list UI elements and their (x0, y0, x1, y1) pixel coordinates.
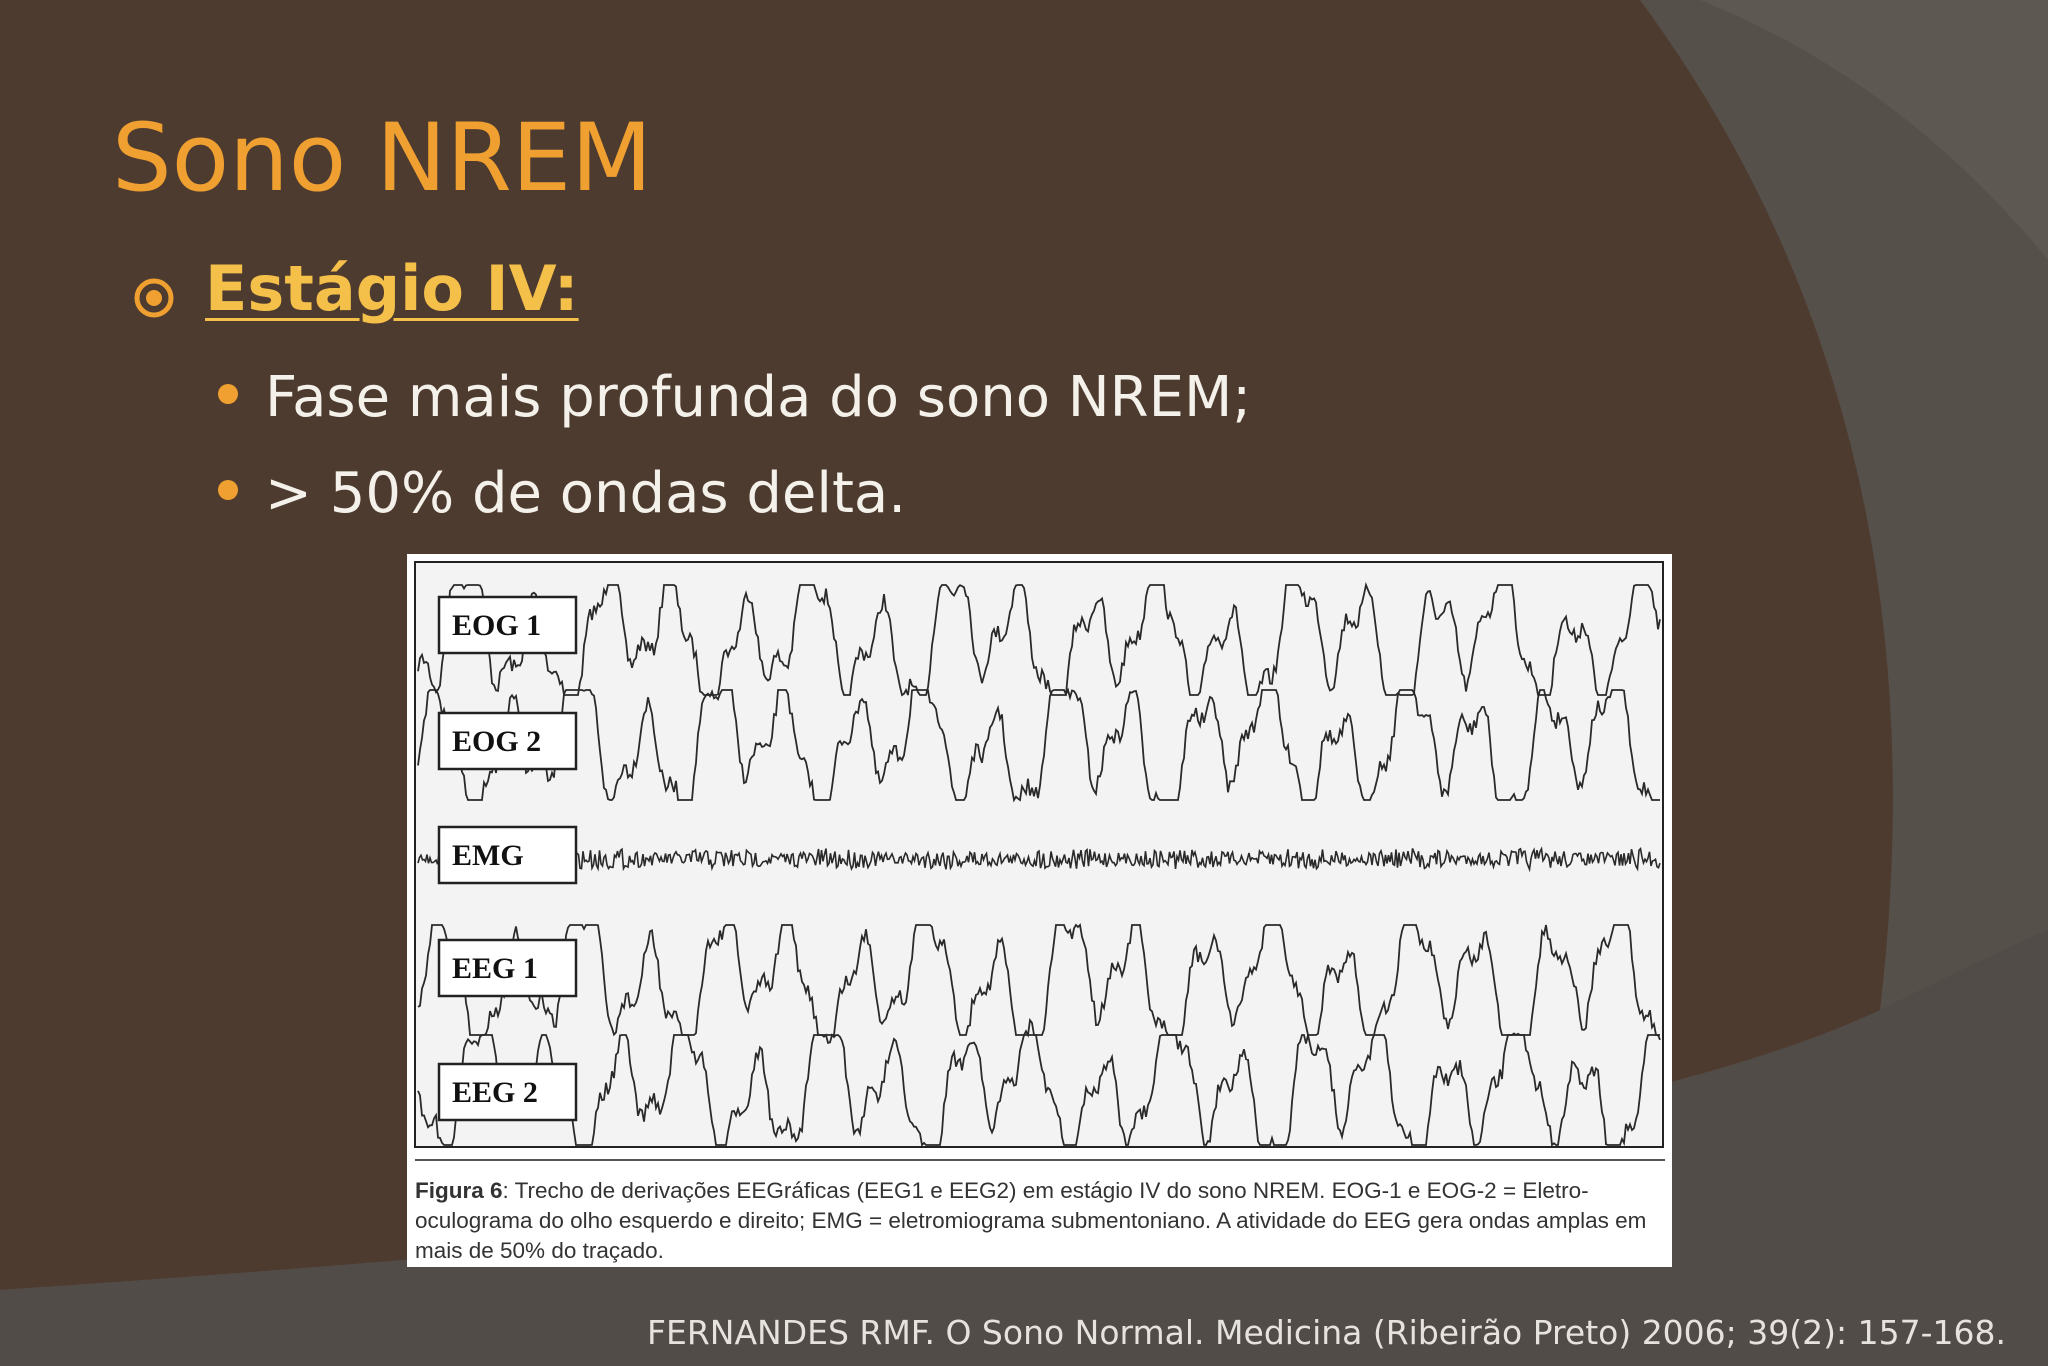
bullet-dot (218, 480, 238, 500)
trace-label-box (437, 595, 578, 655)
traces: EOG 1 EOG 2 EMG EEG 1 EEG 2 (417, 581, 1661, 1147)
waveform (417, 923, 1660, 1038)
trace-label: EEG 1 (452, 952, 538, 985)
caption: Figura 6: Trecho de derivações EEGráfica… (415, 1176, 1665, 1266)
reference: FERNANDES RMF. O Sono Normal. Medicina (… (647, 1313, 2006, 1352)
trace-label: EMG (452, 839, 524, 872)
trace-label-box (437, 825, 578, 885)
waveform (417, 581, 1661, 697)
waveform (417, 1033, 1661, 1147)
waveform (417, 687, 1660, 803)
subtitle: Estágio IV: (205, 252, 579, 325)
trace-label-box (437, 711, 578, 771)
bullet-icon (134, 278, 174, 318)
trace-label: EOG 1 (452, 609, 541, 642)
caption-label: Figura 6 (415, 1178, 503, 1203)
trace-label-box (437, 938, 578, 998)
trace-label: EOG 2 (452, 725, 541, 758)
bullet-dot (218, 384, 238, 404)
bullet-icon (146, 290, 162, 306)
trace-label-box (437, 1062, 578, 1122)
waveform (417, 846, 1661, 873)
decor-band (1640, 0, 2048, 260)
caption-text: : Trecho de derivações EEGráficas (EEG1 … (415, 1178, 1647, 1263)
title: Sono NREM (112, 104, 653, 213)
bullet: > 50% de ondas delta. (265, 461, 907, 526)
trace-label: EEG 2 (452, 1076, 538, 1109)
bullet: Fase mais profunda do sono NREM; (265, 365, 1252, 430)
